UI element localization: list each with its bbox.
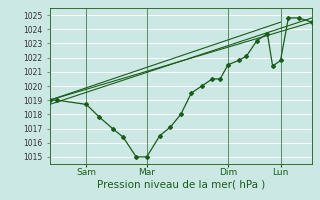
X-axis label: Pression niveau de la mer( hPa ): Pression niveau de la mer( hPa ) <box>97 180 265 190</box>
